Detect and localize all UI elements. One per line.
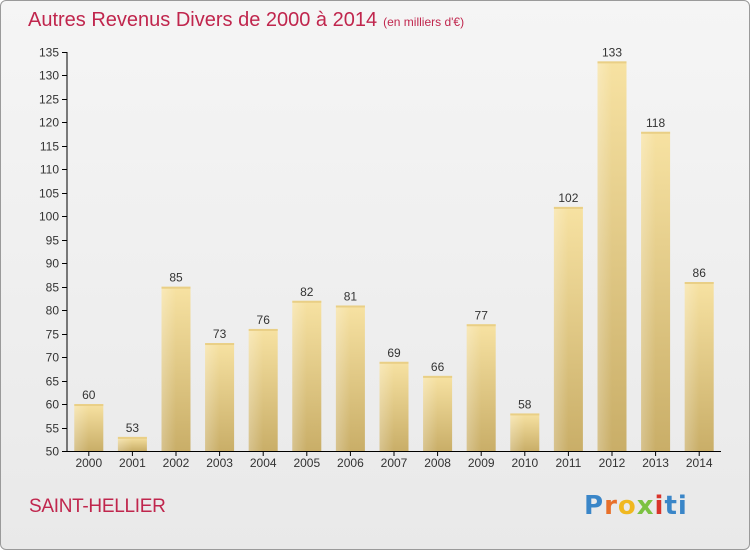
bar-cap bbox=[335, 305, 365, 308]
x-axis: 2000 2001 2002 2003 2004 2005 2006 2007 2008 2009… bbox=[67, 451, 721, 470]
y-tick-label: 135 bbox=[39, 46, 59, 60]
x-tick-label: 2009 bbox=[468, 456, 495, 470]
data-label: 58 bbox=[518, 397, 532, 411]
bar-cap bbox=[684, 282, 714, 285]
data-label: 69 bbox=[387, 346, 401, 360]
logo-letter: r bbox=[604, 491, 618, 521]
y-tick-label: 130 bbox=[39, 69, 59, 83]
chart-title: Autres Revenus Divers de 2000 à 2014 (en … bbox=[28, 9, 464, 32]
y-tick-label: 110 bbox=[40, 163, 59, 177]
bar-highlight bbox=[161, 286, 176, 451]
bar-highlight bbox=[379, 361, 394, 451]
data-label: 76 bbox=[257, 313, 271, 327]
chart-title-text: Autres Revenus Divers de 2000 à 2014 bbox=[28, 9, 378, 31]
data-label: 73 bbox=[213, 327, 227, 341]
y-tick-label: 100 bbox=[39, 210, 59, 224]
bar-cap bbox=[292, 300, 322, 303]
data-labels: 60 53 85 73 76 82 81 69 66 77 58 102 133 118 86 bbox=[82, 45, 706, 435]
bar-highlight bbox=[553, 206, 569, 451]
x-tick-label: 2013 bbox=[642, 456, 669, 470]
bar-cap bbox=[510, 413, 540, 416]
bar-highlight bbox=[335, 305, 351, 451]
data-label: 102 bbox=[558, 191, 578, 205]
x-tick-label: 2007 bbox=[381, 456, 408, 470]
y-tick-label: 115 bbox=[40, 140, 59, 154]
x-tick-label: 2006 bbox=[337, 456, 364, 470]
data-label: 81 bbox=[344, 289, 358, 303]
y-tick-label: 95 bbox=[46, 234, 60, 248]
y-tick-label: 120 bbox=[39, 116, 59, 130]
y-axis: 50 55 60 65 70 75 80 85 90 95 100 105 110 115 120 125 13… bbox=[39, 46, 68, 459]
logo-letter: i bbox=[654, 491, 665, 521]
data-label: 66 bbox=[431, 360, 445, 374]
x-tick-label: 2005 bbox=[293, 456, 320, 470]
bar-highlight bbox=[292, 300, 307, 451]
data-label: 118 bbox=[646, 116, 665, 130]
x-tick-label: 2010 bbox=[511, 456, 538, 470]
y-tick-label: 55 bbox=[46, 422, 60, 436]
bar-cap bbox=[466, 324, 496, 327]
data-label: 77 bbox=[475, 308, 489, 322]
bar-cap bbox=[205, 343, 235, 346]
y-tick-label: 90 bbox=[46, 257, 60, 271]
x-tick-label: 2003 bbox=[206, 456, 233, 470]
proxiti-logo: Proxiti bbox=[584, 491, 688, 521]
data-label: 53 bbox=[126, 421, 140, 435]
bar-cap bbox=[117, 436, 147, 439]
logo-letter: P bbox=[584, 491, 605, 521]
bars bbox=[74, 61, 714, 452]
bar-cap bbox=[423, 375, 453, 378]
y-tick-label: 80 bbox=[46, 304, 60, 318]
y-tick-label: 60 bbox=[46, 398, 60, 412]
bar-highlight bbox=[684, 282, 700, 451]
bar-cap bbox=[553, 206, 583, 209]
y-tick-label: 75 bbox=[46, 328, 60, 342]
bar-cap bbox=[641, 131, 671, 134]
bar-highlight bbox=[74, 404, 89, 451]
logo-letter: o bbox=[617, 491, 637, 521]
bar-highlight bbox=[466, 324, 482, 451]
bar-highlight bbox=[641, 131, 656, 452]
data-label: 85 bbox=[169, 271, 183, 285]
bar-highlight bbox=[510, 413, 525, 451]
chart-subtitle: (en milliers d'€) bbox=[383, 15, 465, 29]
logo-letter: t bbox=[664, 491, 678, 521]
x-tick-label: 2004 bbox=[250, 456, 277, 470]
bar-cap bbox=[161, 286, 191, 289]
data-label: 60 bbox=[82, 388, 96, 402]
x-tick-label: 2012 bbox=[599, 456, 626, 470]
x-tick-label: 2001 bbox=[119, 456, 146, 470]
data-label: 82 bbox=[300, 285, 314, 299]
bar-cap bbox=[74, 404, 104, 407]
bar-highlight bbox=[597, 61, 612, 451]
logo-letter: i bbox=[677, 491, 688, 521]
bar-highlight bbox=[117, 436, 133, 451]
bar-cap bbox=[248, 328, 278, 331]
y-tick-label: 65 bbox=[46, 375, 60, 389]
y-tick-label: 85 bbox=[46, 281, 60, 295]
bar-cap bbox=[597, 61, 627, 64]
bar-cap bbox=[379, 361, 409, 364]
bar-highlight bbox=[205, 343, 220, 451]
y-tick-label: 105 bbox=[39, 187, 59, 201]
x-tick-label: 2014 bbox=[686, 456, 713, 470]
bar-highlight bbox=[248, 328, 264, 451]
x-tick-label: 2000 bbox=[75, 456, 102, 470]
y-tick-label: 70 bbox=[46, 351, 60, 365]
data-label: 133 bbox=[602, 45, 622, 59]
x-tick-label: 2011 bbox=[555, 456, 581, 470]
y-tick-label: 50 bbox=[46, 445, 60, 459]
data-label: 86 bbox=[693, 266, 707, 280]
commune-name: SAINT-HELLIER bbox=[29, 496, 166, 517]
x-tick-label: 2002 bbox=[163, 456, 190, 470]
bar-highlight bbox=[423, 375, 438, 451]
logo-letter: x bbox=[636, 491, 655, 521]
x-tick-label: 2008 bbox=[424, 456, 451, 470]
y-tick-label: 125 bbox=[39, 93, 59, 107]
